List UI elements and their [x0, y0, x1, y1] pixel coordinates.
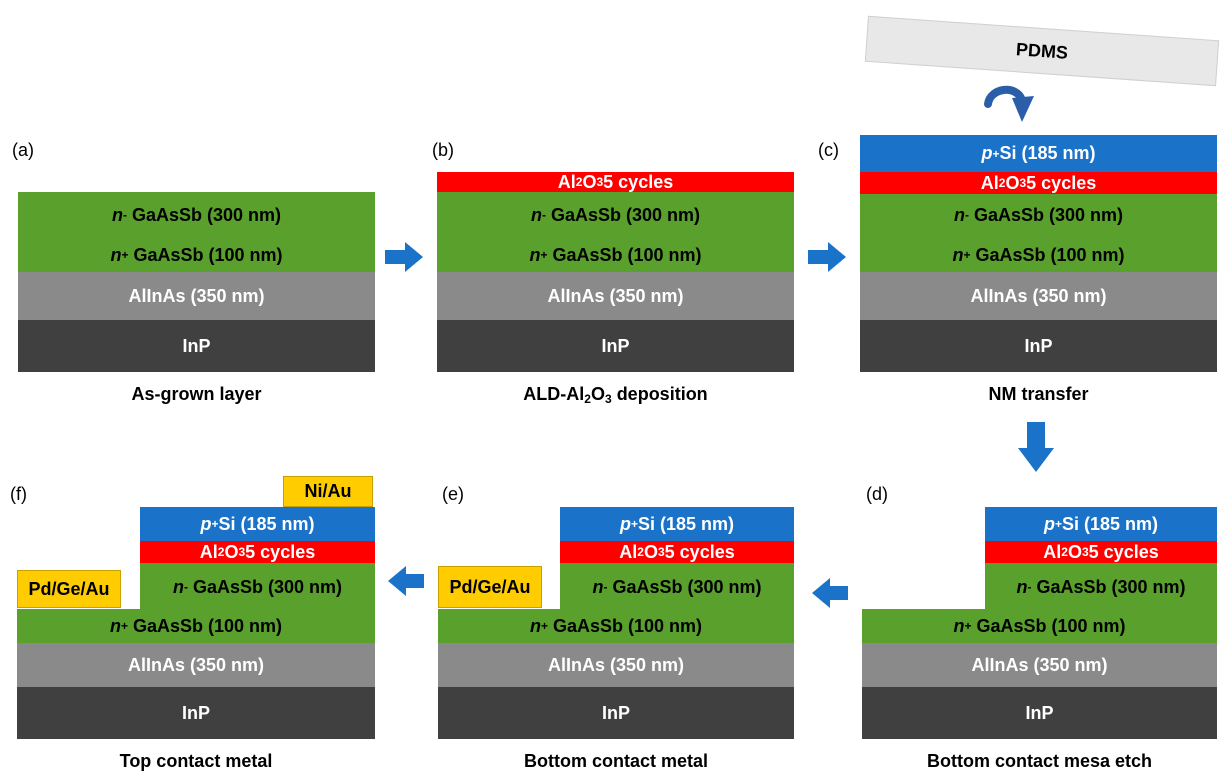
caption-a: As-grown layer: [131, 384, 262, 404]
label-n-minus-gaassb: n- GaAsSb (300 nm): [953, 204, 1124, 225]
bottom-contact-pd-ge-au: Pd/Ge/Au: [17, 570, 121, 608]
panel-tag-d: (d): [866, 484, 888, 504]
caption-d: Bottom contact mesa etch: [926, 751, 1153, 771]
layer-n-plus-gaassb: n + GaAsSb (100 nm): [17, 609, 375, 643]
layer-alinas: AlInAs (350 nm): [17, 643, 375, 687]
layer-al2o3: Al 2 O 3 5 cycles: [140, 541, 375, 563]
arrow-right-icon: [385, 242, 423, 272]
layer-al2o3: Al 2 O 3 5 cycles: [437, 172, 794, 192]
layer-p-si: p + Si (185 nm): [985, 507, 1217, 541]
layer-alinas: AlInAs (350 nm): [437, 272, 794, 320]
layer-p-si: p + Si (185 nm): [560, 507, 794, 541]
layer-alinas: AlInAs (350 nm): [862, 643, 1217, 687]
layer-al2o3: Al 2 O 3 5 cycles: [985, 541, 1217, 563]
layer-n-gaassb: [437, 192, 794, 272]
curved-arrow-icon: [984, 86, 1034, 122]
layer-inp: InP: [860, 320, 1217, 372]
layer-n-plus-gaassb: n + GaAsSb (100 nm): [438, 609, 794, 643]
pdms-stamp: PDMS: [864, 15, 1220, 87]
layer-alinas: AlInAs (350 nm): [18, 272, 375, 320]
layer-n-plus-gaassb: n + GaAsSb (100 nm): [862, 609, 1217, 643]
panel-tag-e: (e): [442, 484, 464, 504]
caption-c: NM transfer: [988, 384, 1089, 404]
label-n-plus-gaassb: n + GaAsSb (100 nm): [529, 244, 702, 265]
layer-n-gaassb: [860, 194, 1217, 272]
arrow-right-icon: [808, 242, 846, 272]
layer-inp: InP: [18, 320, 375, 372]
layer-mesa-gaassb: n- GaAsSb (300 nm): [140, 563, 375, 611]
panel-tag-a: (a): [12, 140, 34, 160]
arrow-down-icon: [1018, 422, 1054, 472]
layer-inp: InP: [438, 687, 794, 739]
layer-inp: InP: [17, 687, 375, 739]
panel-tag-c: (c): [818, 140, 839, 160]
label-n-minus-gaassb: n- GaAsSb (300 nm): [530, 204, 701, 225]
layer-mesa-gaassb: n- GaAsSb (300 nm): [560, 563, 794, 611]
layer-p-si: p + Si (185 nm): [140, 507, 375, 541]
layer-alinas: AlInAs (350 nm): [860, 272, 1217, 320]
panel-tag-f: (f): [10, 484, 27, 504]
label-n-minus-gaassb: n- GaAsSb (300 nm): [111, 204, 282, 225]
layer-alinas: AlInAs (350 nm): [438, 643, 794, 687]
caption-b: ALD-Al2O3 deposition: [523, 384, 708, 406]
label-n-plus-gaassb: n + GaAsSb (100 nm): [952, 244, 1125, 265]
layer-al2o3: Al 2 O 3 5 cycles: [860, 172, 1217, 194]
arrow-left-icon: [388, 566, 424, 596]
layer-p-si: p + Si (185 nm): [860, 135, 1217, 172]
layer-al2o3: Al 2 O 3 5 cycles: [560, 541, 794, 563]
layer-mesa-gaassb: n- GaAsSb (300 nm): [985, 563, 1217, 611]
caption-f: Top contact metal: [119, 751, 273, 771]
top-contact-ni-au: Ni/Au: [283, 476, 373, 507]
arrow-left-icon: [812, 578, 848, 608]
panel-tag-b: (b): [432, 140, 454, 160]
layer-inp: InP: [437, 320, 794, 372]
caption-e: Bottom contact metal: [523, 751, 709, 771]
layer-inp: InP: [862, 687, 1217, 739]
layer-n-gaassb: [18, 192, 375, 272]
bottom-contact-pd-ge-au: Pd/Ge/Au: [438, 566, 542, 608]
label-n-plus-gaassb: n + GaAsSb (100 nm): [110, 244, 283, 265]
